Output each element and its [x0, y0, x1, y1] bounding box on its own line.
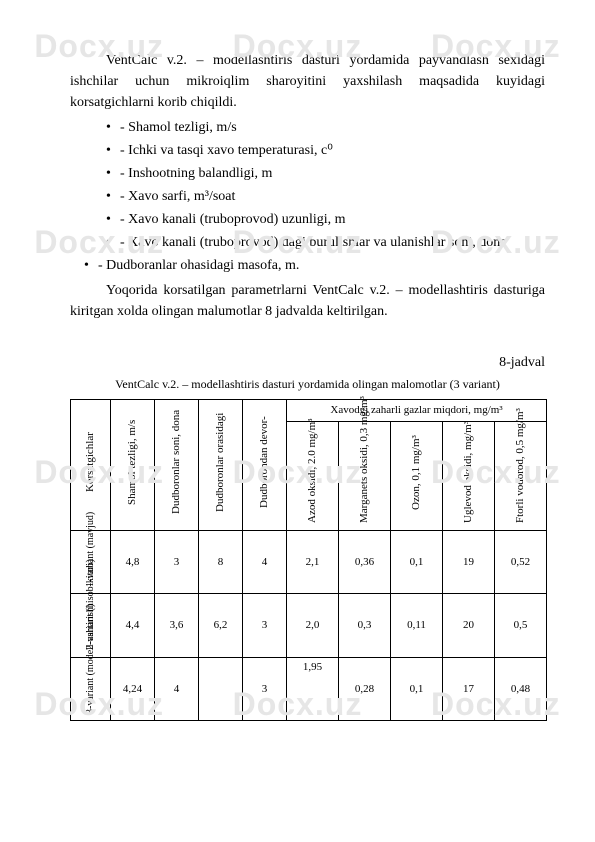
table-number: 8-jadval: [70, 352, 545, 373]
list-item-text: - Xavo kanali (truboprovod) dagi burulis…: [120, 235, 506, 250]
cell: 3: [243, 594, 287, 658]
list-item-text: - Shamol tezligi, m/s: [120, 120, 237, 135]
paragraph-intro: VentCalc v.2. – modellashtiris dasturi y…: [70, 50, 545, 113]
col-header: Dudborondan devor-: [243, 400, 287, 531]
col-header: Dudboronlar orasidagi: [199, 400, 243, 531]
col-header: Shamol tezligi, m/s: [111, 400, 155, 531]
table-row: 2-variant (hisob-kitob) 4,4 3,6 6,2 3 2,…: [71, 594, 547, 658]
cell: 6,2: [199, 594, 243, 658]
cell: 4,4: [111, 594, 155, 658]
cell: 20: [443, 594, 495, 658]
cell: [199, 657, 243, 721]
cell: 19: [443, 530, 495, 594]
list-item: •- Xavo kanali (truboprovod) uzunligi, m: [106, 209, 545, 230]
cell: 0,28: [339, 657, 391, 721]
list-item-text: - Xavo kanali (truboprovod) uzunligi, m: [120, 212, 346, 227]
cell: 17: [443, 657, 495, 721]
cell: 3,6: [155, 594, 199, 658]
table-caption: VentCalc v.2. – modellashtiris dasturi y…: [70, 375, 545, 393]
bullet-list: •- Shamol tezligi, m/s •- Ichki va tasqi…: [106, 117, 545, 276]
col-header: Dudboronlar soni, dona: [155, 400, 199, 531]
col-subheader: Ozon, 0,1 mg/m³: [391, 422, 443, 531]
list-item: •- Inshootning balandligi, m: [106, 163, 545, 184]
list-item-text: - Xavo sarfi, m³/soat: [120, 189, 235, 204]
cell: 0,52: [495, 530, 547, 594]
col-header-group: Xavodgi zaharli gazlar miqdori, mg/m³: [287, 400, 547, 422]
cell: 4,8: [111, 530, 155, 594]
cell: 0,5: [495, 594, 547, 658]
row-label: 3-variant (modell-ashtirish): [71, 657, 111, 721]
cell: 2,1: [287, 530, 339, 594]
col-subheader: Marganets oksidi, 0,3 mg/m³: [339, 422, 391, 531]
col-subheader: Ftorli vodorod, 0,5 mg/m³: [495, 422, 547, 531]
list-item: •- Dudboranlar ohasidagi masofa, m.: [84, 255, 545, 276]
cell: 0,36: [339, 530, 391, 594]
cell: 8: [199, 530, 243, 594]
col-subheader: Azod oksidi, 2.0 mg/m³: [287, 422, 339, 531]
list-item-text: - Ichki va tasqi xavo temperaturasi, c⁰: [120, 143, 333, 158]
col-subheader: Uglevod oksidi, mg/m³: [443, 422, 495, 531]
list-item-text: - Dudboranlar ohasidagi masofa, m.: [98, 258, 299, 273]
col-header: Korsatgichlar: [71, 400, 111, 531]
list-item: •- Shamol tezligi, m/s: [106, 117, 545, 138]
cell: 0,1: [391, 530, 443, 594]
paragraph-conclusion: Yoqorida korsatilgan parametrlarni VentC…: [70, 280, 545, 322]
cell: 4: [155, 657, 199, 721]
cell: 0,48: [495, 657, 547, 721]
cell: 1,95: [287, 657, 339, 721]
list-item: •- Ichki va tasqi xavo temperaturasi, c⁰: [106, 140, 545, 161]
data-table: Korsatgichlar Shamol tezligi, m/s Dudbor…: [70, 399, 547, 721]
table-row: 3-variant (modell-ashtirish) 4,24 4 3 1,…: [71, 657, 547, 721]
cell: 3: [243, 657, 287, 721]
cell: 0,11: [391, 594, 443, 658]
cell: 4,24: [111, 657, 155, 721]
list-item-text: - Inshootning balandligi, m: [120, 166, 272, 181]
table-row: 1-variant (mavjud) 4,8 3 8 4 2,1 0,36 0,…: [71, 530, 547, 594]
cell: 0,3: [339, 594, 391, 658]
list-item: •- Xavo kanali (truboprovod) dagi buruli…: [106, 232, 545, 253]
list-item: •- Xavo sarfi, m³/soat: [106, 186, 545, 207]
cell: 4: [243, 530, 287, 594]
cell: 0,1: [391, 657, 443, 721]
cell: 2,0: [287, 594, 339, 658]
cell: 3: [155, 530, 199, 594]
